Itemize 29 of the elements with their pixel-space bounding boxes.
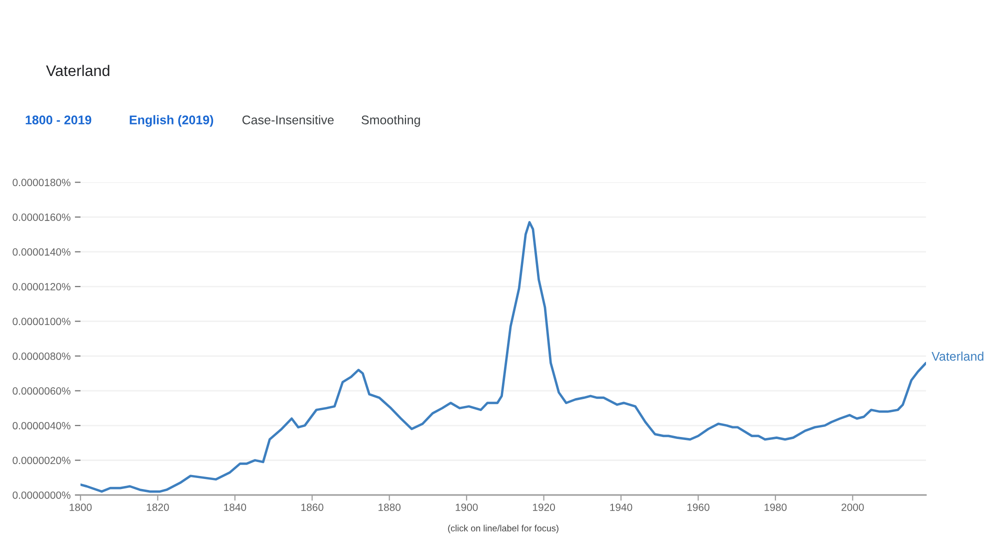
x-tick-label: 1840 (224, 504, 246, 511)
y-tick-label: 0.0000140% (12, 248, 70, 256)
y-tick-label: 0.0000160% (12, 214, 70, 221)
text: Smoothing (362, 115, 420, 127)
x-tick-label: 1900 (456, 504, 478, 511)
text: (click on line/label for focus) (448, 524, 558, 534)
y-tick-label: 0.0000020% (12, 456, 70, 464)
x-tick-label: 1960 (687, 504, 710, 511)
y-tick-label: 0.0000080% (12, 352, 70, 360)
y-tick-label: 0.0000000% (12, 492, 70, 499)
x-tick-label: 1980 (764, 504, 787, 511)
text: Case-Insensitive (242, 115, 334, 124)
y-tick-label: 0.0000060% (12, 387, 70, 395)
x-tick-label: 1820 (146, 504, 169, 511)
line-series (80, 221, 926, 493)
x-tick-label: 1940 (610, 504, 632, 511)
x-tick-label: 1800 (70, 504, 92, 511)
y-tick-label: 0.0000040% (12, 422, 70, 430)
chart-subtitle: Vaterland (46, 64, 110, 76)
x-tick-label: 1880 (378, 504, 401, 511)
y-tick-label: 0.0000180% (12, 178, 70, 186)
text: English (2019) (130, 115, 214, 127)
x-tick-label: 1860 (301, 504, 324, 511)
x-tick-label: 1920 (532, 504, 555, 511)
text: 1800 - 2019 (26, 116, 92, 124)
x-tick-label: 2000 (842, 504, 864, 511)
series-label: Vaterland (932, 352, 984, 361)
y-tick-label: 0.0000100% (12, 318, 70, 326)
y-tick-label: 0.0000120% (12, 283, 70, 290)
